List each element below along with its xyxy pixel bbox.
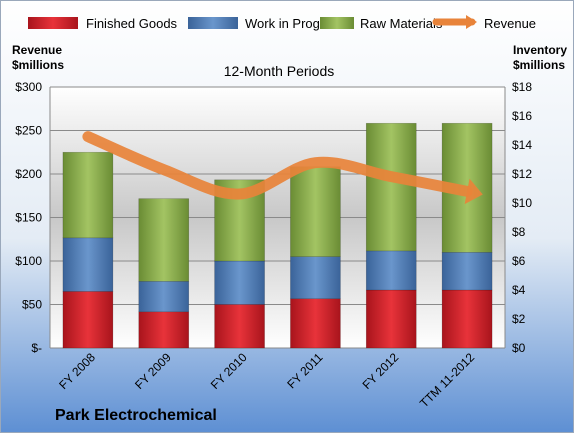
- left-axis-title-line1: Revenue: [12, 43, 62, 57]
- legend-item-finished-goods: Finished Goods: [28, 16, 178, 31]
- gridlines: [49, 86, 506, 349]
- legend-swatch-finished-goods: [28, 17, 78, 29]
- right-tick-label: $4: [512, 283, 526, 297]
- legend-swatch-raw-materials: [320, 17, 354, 29]
- bar-work-in-progress: [62, 237, 114, 292]
- right-tick-label: $0: [512, 341, 526, 355]
- revenue-arrowhead: [464, 178, 483, 205]
- left-tick-label: $50: [22, 298, 42, 312]
- bar-finished-goods: [441, 289, 493, 349]
- bar-finished-goods: [365, 289, 417, 349]
- bar-raw-materials: [365, 122, 417, 252]
- bar-work-in-progress: [138, 280, 190, 313]
- left-tick-label: $250: [15, 124, 42, 138]
- left-axis-title-line2: $millions: [12, 58, 64, 72]
- right-tick-label: $10: [512, 196, 532, 210]
- right-axis-title-line1: Inventory: [513, 43, 567, 57]
- bar-series: [62, 122, 493, 349]
- bar-raw-materials: [62, 151, 114, 239]
- left-tick-label: $-: [31, 341, 42, 355]
- legend-label-work-in-progress: Work in Progress: [245, 16, 345, 31]
- revenue-series: [82, 131, 483, 205]
- bar-work-in-progress: [290, 256, 341, 299]
- company-name: Park Electrochemical: [55, 407, 217, 424]
- right-tick-label: $6: [512, 254, 526, 268]
- legend-item-work-in-progress: Work in Progress: [188, 16, 345, 31]
- revenue-line: [82, 131, 473, 200]
- legend-swatch-work-in-progress: [188, 17, 238, 29]
- right-axis-title-line2: $millions: [513, 58, 565, 72]
- bar-work-in-progress: [441, 252, 493, 291]
- bar-finished-goods: [214, 304, 265, 349]
- legend-label-finished-goods: Finished Goods: [86, 16, 178, 31]
- left-axis-ticks: $- $50 $100 $150 $200 $250 $300: [15, 80, 42, 355]
- bar-finished-goods: [62, 291, 114, 349]
- legend-item-raw-materials: Raw Materials: [320, 16, 443, 31]
- legend-revenue-arrowhead: [466, 15, 477, 29]
- right-tick-label: $12: [512, 167, 532, 181]
- bar-raw-materials: [290, 166, 341, 257]
- bar-work-in-progress: [365, 250, 417, 291]
- right-tick-label: $2: [512, 312, 526, 326]
- legend-label-revenue: Revenue: [484, 16, 536, 31]
- chart-subtitle: 12-Month Periods: [224, 63, 335, 79]
- legend: Finished Goods Work in Progress Raw Mate…: [28, 15, 536, 31]
- left-tick-label: $300: [15, 80, 42, 94]
- right-tick-label: $14: [512, 138, 532, 152]
- left-tick-label: $200: [15, 167, 42, 181]
- right-tick-label: $18: [512, 80, 532, 94]
- right-axis-ticks: $0 $2 $4 $6 $8 $10 $12 $14 $16 $18: [512, 80, 532, 355]
- legend-item-revenue: Revenue: [432, 15, 536, 31]
- right-tick-label: $8: [512, 225, 526, 239]
- bar-finished-goods: [138, 311, 190, 349]
- left-tick-label: $100: [15, 254, 42, 268]
- bar-raw-materials: [138, 198, 190, 282]
- left-tick-label: $150: [15, 211, 42, 225]
- bar-finished-goods: [290, 298, 341, 349]
- bar-work-in-progress: [214, 260, 265, 305]
- legend-label-raw-materials: Raw Materials: [360, 16, 443, 31]
- right-tick-label: $16: [512, 109, 532, 123]
